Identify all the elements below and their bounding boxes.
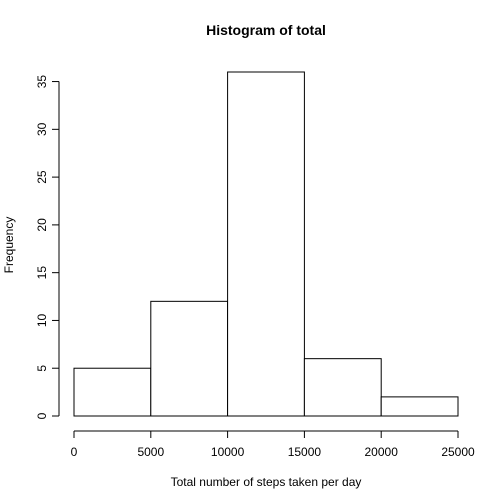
y-axis: 0 5 10 15 20 25 30 35 <box>35 75 60 419</box>
bars-group <box>73 71 459 417</box>
y-tick-label: 25 <box>35 170 49 184</box>
histogram-bar <box>150 300 229 417</box>
chart-title: Histogram of total <box>206 22 326 38</box>
histogram-bar <box>73 367 152 417</box>
x-tick-label: 20000 <box>365 445 399 459</box>
x-tick-label: 5000 <box>137 445 164 459</box>
histogram-bar <box>380 396 459 417</box>
x-axis: 0 5000 10000 15000 20000 25000 <box>71 430 475 459</box>
y-tick-label: 10 <box>35 313 49 327</box>
x-tick-label: 15000 <box>288 445 322 459</box>
y-tick-label: 35 <box>35 75 49 89</box>
y-tick-label: 30 <box>35 122 49 136</box>
x-tick-label: 10000 <box>211 445 245 459</box>
x-tick-label: 25000 <box>441 445 475 459</box>
x-tick-label: 0 <box>71 445 78 459</box>
y-tick-label: 20 <box>35 218 49 232</box>
histogram-bar <box>303 358 382 417</box>
histogram-bar <box>227 71 305 417</box>
y-tick-label: 5 <box>35 365 49 372</box>
y-tick-label: 15 <box>35 266 49 280</box>
x-axis-label: Total number of steps taken per day <box>171 475 362 489</box>
y-axis-label: Frequency <box>2 217 16 274</box>
y-tick-label: 0 <box>35 412 49 419</box>
